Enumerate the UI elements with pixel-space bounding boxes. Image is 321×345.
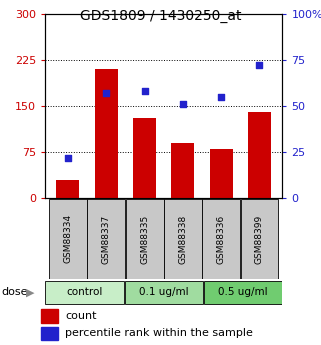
Point (257, 63, 262, 68)
Bar (164, 199, 202, 279)
Point (180, 101, 186, 107)
Bar (41, 327, 58, 340)
Text: dose: dose (2, 287, 28, 297)
Bar (87, 199, 125, 279)
Bar (45, 281, 124, 304)
Bar (202, 199, 240, 279)
Text: ▶: ▶ (26, 287, 35, 297)
Bar (171, 143, 194, 198)
Bar (125, 281, 203, 304)
Bar (210, 149, 233, 198)
Text: GSM88335: GSM88335 (140, 214, 149, 264)
Text: GSM88336: GSM88336 (217, 214, 226, 264)
Bar (126, 199, 163, 279)
Bar (240, 199, 278, 279)
Text: GSM88337: GSM88337 (102, 214, 111, 264)
Text: control: control (66, 287, 103, 297)
Bar (56, 180, 79, 198)
Text: GSM88334: GSM88334 (64, 214, 73, 264)
Text: GSM88338: GSM88338 (178, 214, 187, 264)
Point (142, 89, 147, 94)
Text: count: count (65, 311, 97, 321)
Point (65, 155, 71, 160)
Text: GSM88399: GSM88399 (255, 214, 264, 264)
Text: 0.5 ug/ml: 0.5 ug/ml (218, 287, 268, 297)
Point (104, 90, 109, 96)
Bar (41, 309, 58, 323)
Bar (248, 112, 271, 198)
Bar (95, 69, 118, 198)
Text: GDS1809 / 1430250_at: GDS1809 / 1430250_at (80, 9, 241, 23)
Text: percentile rank within the sample: percentile rank within the sample (65, 328, 253, 338)
Bar (204, 281, 282, 304)
Bar (49, 199, 87, 279)
Point (219, 94, 224, 100)
Text: 0.1 ug/ml: 0.1 ug/ml (139, 287, 188, 297)
Bar (133, 118, 156, 198)
